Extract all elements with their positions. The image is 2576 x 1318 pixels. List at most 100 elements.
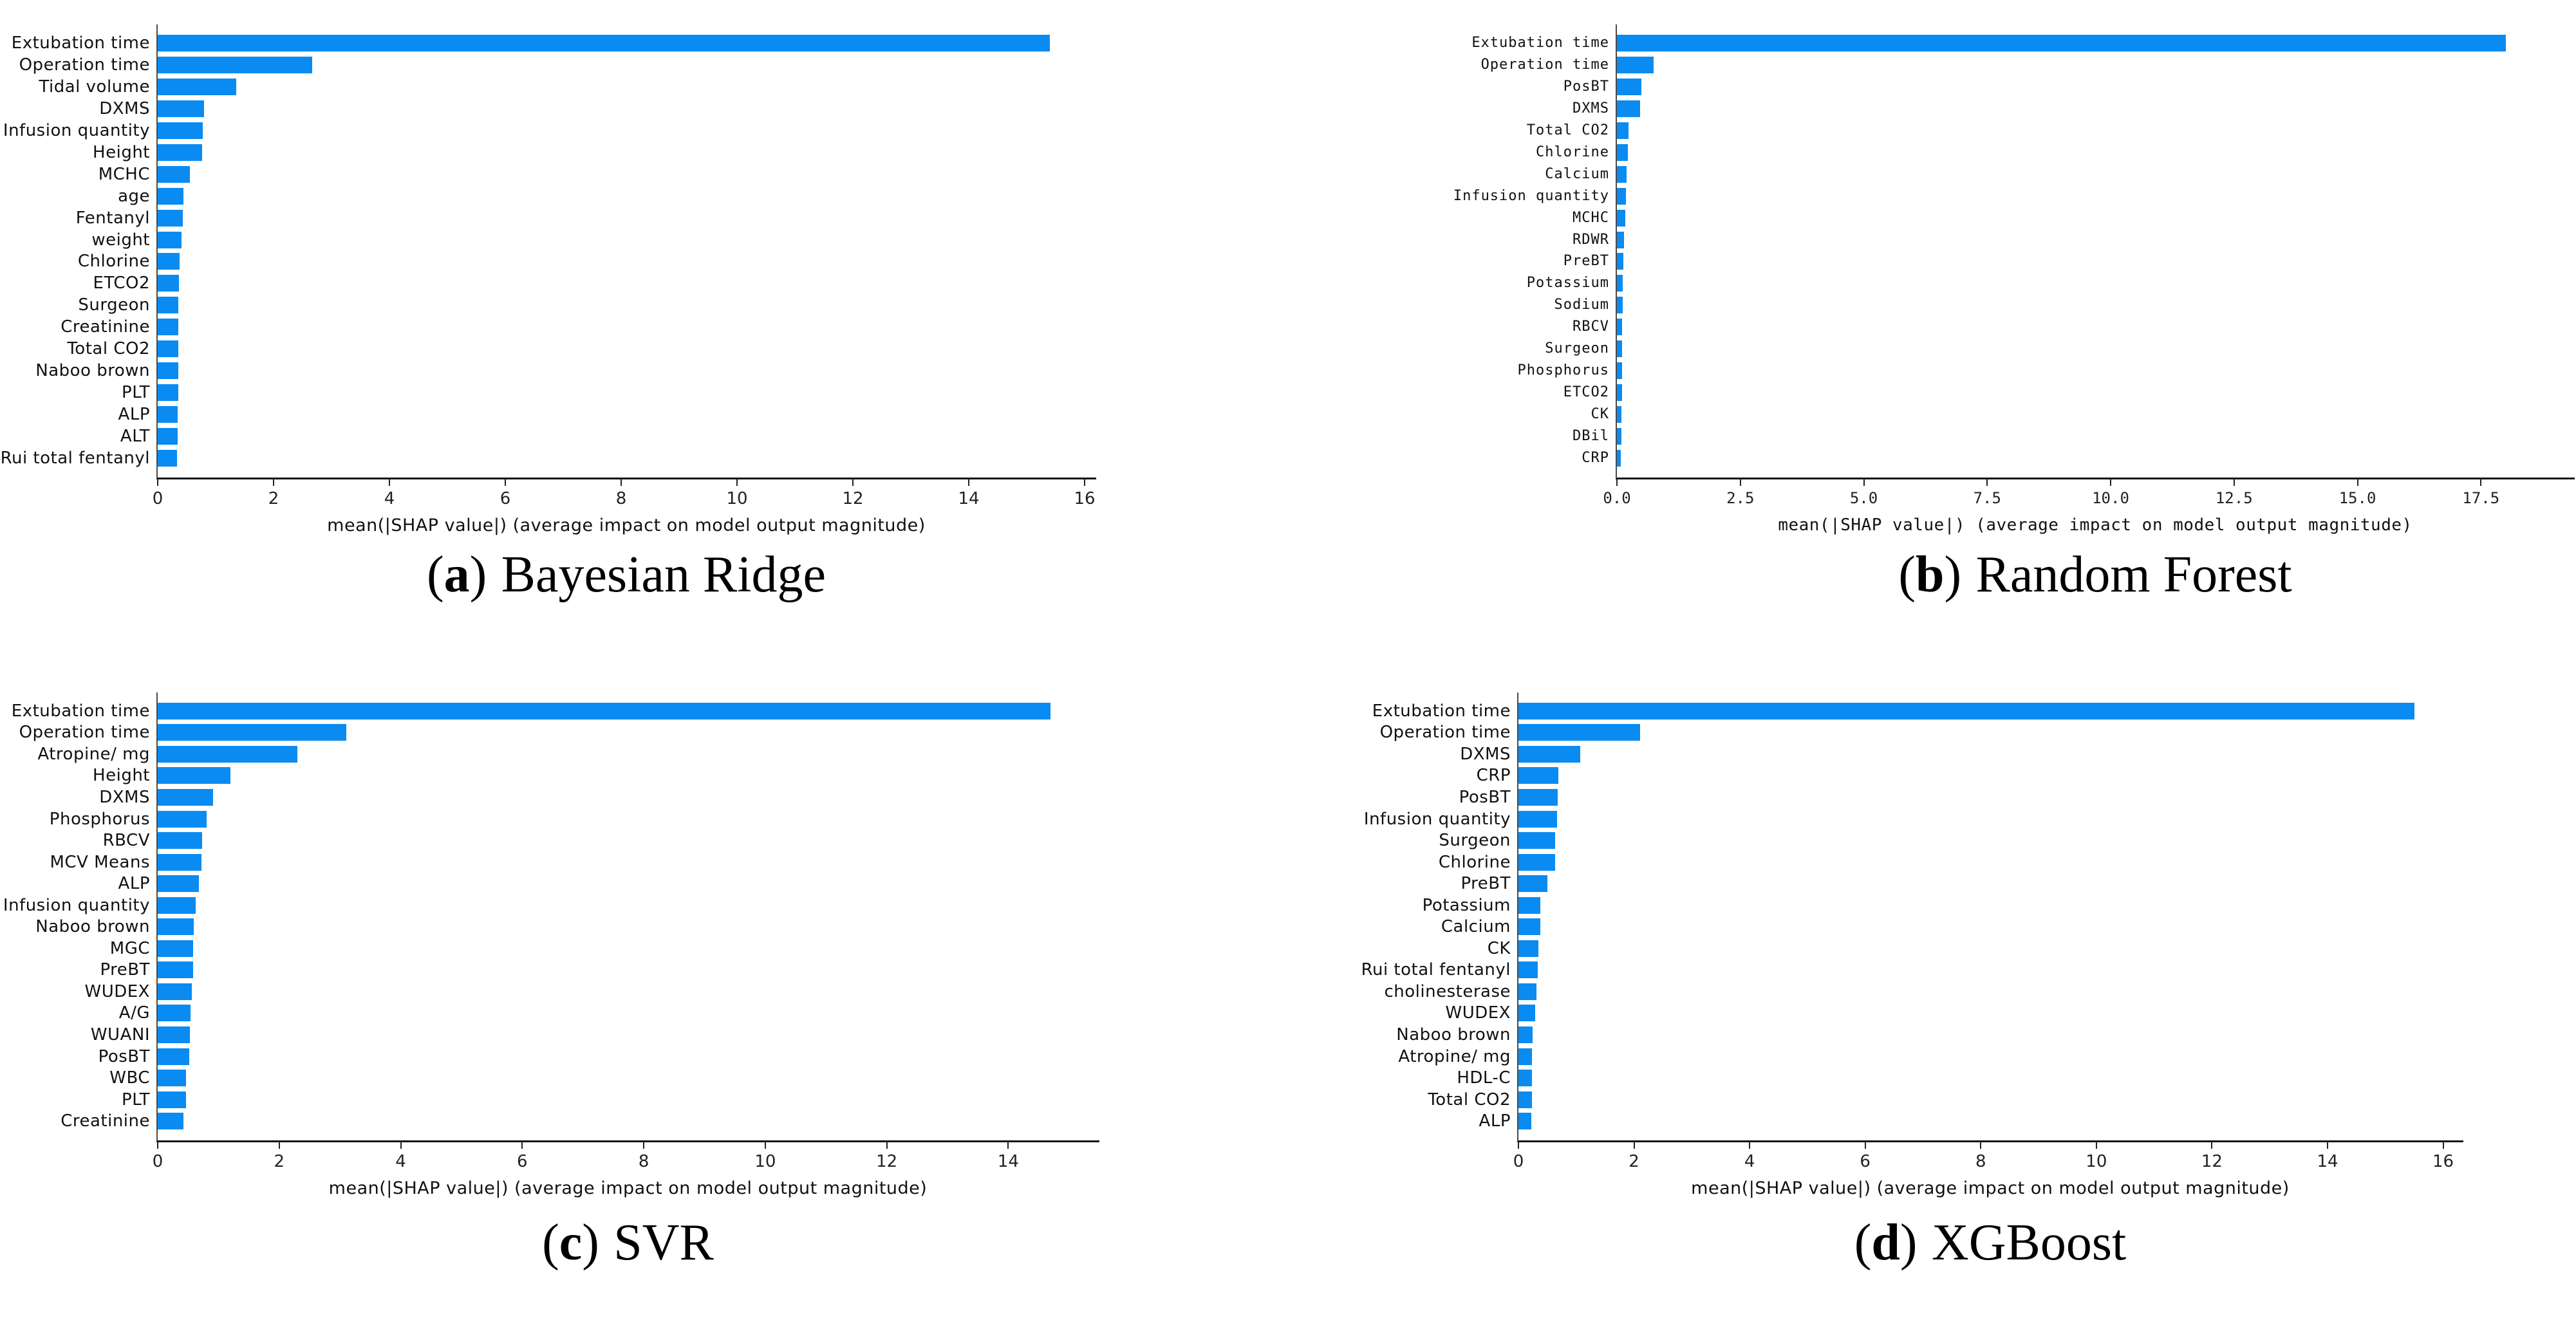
feature-label: Surgeon	[1439, 831, 1511, 851]
shap-bar	[1518, 1048, 1532, 1065]
caption-paren-open: (	[1898, 546, 1916, 603]
shap-bar	[1617, 165, 1627, 183]
caption-title: XGBoost	[1931, 1214, 2127, 1271]
shap-bar	[1617, 340, 1623, 358]
shap-bar	[1617, 187, 1626, 205]
x-tick-mark	[157, 479, 158, 486]
shap-bar	[158, 767, 231, 784]
shap-bar	[158, 297, 179, 314]
shap-bar	[1617, 34, 2506, 51]
shap-bar	[158, 961, 193, 979]
shap-bar	[158, 875, 200, 893]
shap-bar	[158, 1091, 187, 1108]
x-tick-label: 8	[1975, 1152, 1986, 1171]
shap-bar	[158, 362, 178, 380]
shap-bar	[158, 788, 213, 806]
feature-label: Calcium	[1441, 917, 1511, 937]
x-tick-label: 16	[2432, 1152, 2454, 1171]
shap-bar	[1617, 319, 1623, 336]
x-tick-label: 2.5	[1726, 489, 1755, 507]
caption-random-forest: (b) Random Forest	[1616, 546, 2575, 604]
feature-label: Phosphorus	[1517, 362, 1609, 379]
x-tick-label: 4	[384, 489, 395, 508]
feature-label: MCV Means	[50, 852, 150, 872]
x-tick-mark	[1616, 479, 1618, 486]
shap-bar	[1617, 275, 1623, 292]
shap-bar	[1617, 406, 1621, 423]
caption-paren-open: (	[1854, 1214, 1872, 1271]
x-tick-mark	[505, 479, 506, 486]
shap-bar	[158, 853, 201, 871]
feature-label: WUDEX	[84, 981, 150, 1001]
feature-label: Phosphorus	[49, 809, 150, 829]
caption-letter: c	[559, 1214, 583, 1271]
feature-label: Infusion quantity	[1363, 809, 1511, 829]
caption-letter: a	[443, 546, 470, 603]
feature-label: PreBT	[1563, 253, 1609, 270]
feature-label: weight	[91, 230, 150, 250]
feature-label: Infusion quantity	[3, 120, 150, 140]
x-tick-mark	[968, 479, 969, 486]
x-tick-mark	[2110, 479, 2111, 486]
feature-label: MCHC	[1573, 209, 1609, 226]
shap-bar	[158, 983, 192, 1000]
shap-bar	[158, 34, 1050, 51]
shap-chart-bayesian-ridge: Extubation time Operation time Tidal volum…	[1, 24, 1096, 535]
caption-title: Random Forest	[1975, 546, 2292, 603]
x-tick-label: 2	[268, 489, 279, 508]
x-tick-label: 15.0	[2338, 489, 2376, 507]
shap-bar	[158, 810, 207, 828]
feature-label: Surgeon	[1545, 340, 1609, 357]
shap-bar	[1617, 231, 1624, 248]
shap-chart-svr: Extubation time Operation time Atropine/ m…	[3, 692, 1099, 1198]
x-tick-mark	[157, 1142, 158, 1149]
x-tick-label: 0	[1513, 1152, 1524, 1171]
x-tick-mark	[2480, 479, 2482, 486]
x-tick-mark	[2327, 1142, 2328, 1149]
shap-bar	[1617, 209, 1626, 227]
x-tick-mark	[1084, 479, 1085, 486]
shap-bar	[158, 340, 178, 358]
feature-label: MCHC	[98, 164, 150, 184]
shap-bar	[1518, 875, 1547, 893]
shap-bar	[158, 100, 204, 117]
shap-bar	[158, 896, 196, 914]
x-tick-mark	[278, 1142, 280, 1149]
feature-label: Extubation time	[11, 33, 150, 53]
x-tick-mark	[400, 1142, 402, 1149]
shap-bar	[1518, 767, 1558, 784]
x-tick-mark	[1739, 479, 1741, 486]
x-tick-label: 8	[615, 489, 627, 508]
feature-label: cholinesterase	[1384, 981, 1511, 1001]
x-tick-mark	[1518, 1142, 1519, 1149]
x-tick-mark	[1864, 1142, 1866, 1149]
feature-label: Fentanyl	[75, 208, 150, 228]
shap-bar	[158, 940, 193, 957]
feature-label: Operation time	[1379, 723, 1511, 743]
x-tick-mark	[1986, 479, 1988, 486]
caption-title: Bayesian Ridge	[501, 546, 826, 603]
x-tick-label: 10	[726, 489, 748, 508]
x-tick-label: 12	[876, 1152, 898, 1171]
x-tick-label: 6	[517, 1152, 528, 1171]
caption-paren-open: (	[542, 1214, 559, 1271]
caption-paren-close: )	[469, 546, 487, 603]
feature-label: Infusion quantity	[3, 895, 150, 915]
plot-area-xgboost: Extubation time Operation time DXMS CRP PosB…	[1361, 692, 2463, 1171]
shap-bar	[158, 384, 178, 402]
feature-label: CK	[1591, 406, 1609, 423]
shap-bar	[1617, 100, 1641, 117]
feature-label: DXMS	[1460, 744, 1511, 764]
x-tick-label: 4	[395, 1152, 406, 1171]
feature-label: Calcium	[1545, 165, 1609, 182]
shap-bar	[158, 209, 183, 227]
x-axis-label: mean(|SHAP value|) (average impact on mo…	[327, 515, 926, 535]
feature-label: Infusion quantity	[1453, 187, 1609, 204]
feature-label: age	[118, 186, 150, 206]
feature-label: WUDEX	[1445, 1003, 1511, 1023]
feature-label: Naboo brown	[35, 361, 150, 381]
x-tick-mark	[886, 1142, 888, 1149]
feature-label: MGC	[109, 938, 150, 958]
shap-bar	[1617, 428, 1621, 445]
feature-label: RBCV	[102, 831, 150, 851]
